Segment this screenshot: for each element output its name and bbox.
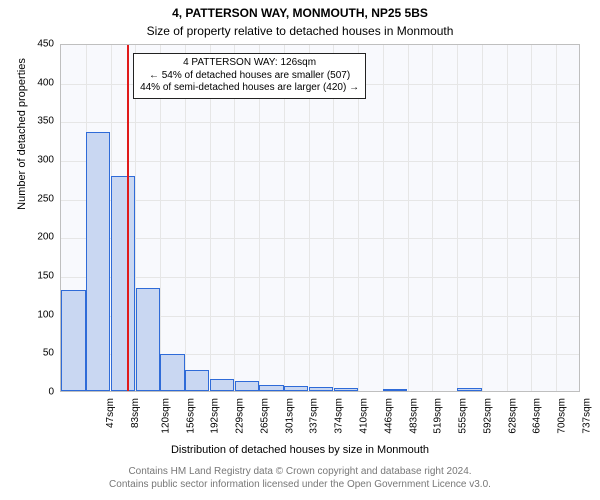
x-tick-label: 555sqm <box>458 398 469 434</box>
histogram-bar <box>111 176 135 391</box>
y-tick-label: 100 <box>30 309 54 320</box>
attribution-footer: Contains HM Land Registry data © Crown c… <box>0 466 600 491</box>
x-tick-label: 700sqm <box>557 398 568 434</box>
x-tick-label: 664sqm <box>532 398 543 434</box>
y-tick-label: 350 <box>30 116 54 127</box>
histogram-bar <box>309 387 333 391</box>
histogram-bar <box>284 386 308 391</box>
x-tick-label: 83sqm <box>130 398 141 428</box>
histogram-bar <box>136 288 160 391</box>
x-tick-label: 446sqm <box>383 398 394 434</box>
x-axis-label: Distribution of detached houses by size … <box>0 444 600 456</box>
gridline-h <box>61 238 579 239</box>
gridline-v <box>507 45 508 391</box>
chart-plot-area: 4 PATTERSON WAY: 126sqm← 54% of detached… <box>60 44 580 392</box>
y-tick-label: 0 <box>30 387 54 398</box>
x-tick-label: 483sqm <box>408 398 419 434</box>
gridline-h <box>61 161 579 162</box>
y-tick-label: 150 <box>30 271 54 282</box>
gridline-v <box>531 45 532 391</box>
histogram-bar <box>210 379 234 391</box>
footer-line-1: Contains HM Land Registry data © Crown c… <box>0 466 600 479</box>
histogram-bar <box>86 132 110 391</box>
x-tick-label: 737sqm <box>581 398 592 434</box>
page-title: 4, PATTERSON WAY, MONMOUTH, NP25 5BS <box>0 6 600 20</box>
y-tick-label: 450 <box>30 39 54 50</box>
histogram-bar <box>160 354 184 391</box>
histogram-bar <box>61 290 85 391</box>
gridline-v <box>408 45 409 391</box>
histogram-bar <box>457 388 481 391</box>
x-tick-label: 628sqm <box>507 398 518 434</box>
gridline-v <box>432 45 433 391</box>
y-tick-label: 400 <box>30 77 54 88</box>
gridline-v <box>482 45 483 391</box>
y-tick-label: 200 <box>30 232 54 243</box>
x-tick-label: 301sqm <box>284 398 295 434</box>
gridline-h <box>61 200 579 201</box>
gridline-h <box>61 277 579 278</box>
y-tick-label: 250 <box>30 193 54 204</box>
y-axis-label: Number of detached properties <box>16 0 28 308</box>
x-tick-label: 47sqm <box>105 398 116 428</box>
x-tick-label: 337sqm <box>309 398 320 434</box>
gridline-v <box>383 45 384 391</box>
marker-line <box>127 45 129 391</box>
annotation-line: 4 PATTERSON WAY: 126sqm <box>140 57 359 70</box>
x-tick-label: 156sqm <box>185 398 196 434</box>
y-tick-label: 50 <box>30 348 54 359</box>
histogram-bar <box>235 381 259 391</box>
chart-subtitle: Size of property relative to detached ho… <box>0 24 600 38</box>
x-tick-label: 120sqm <box>160 398 171 434</box>
annotation-line: 44% of semi-detached houses are larger (… <box>140 82 359 95</box>
footer-line-2: Contains public sector information licen… <box>0 479 600 492</box>
y-tick-label: 300 <box>30 155 54 166</box>
gridline-v <box>556 45 557 391</box>
x-tick-label: 374sqm <box>334 398 345 434</box>
histogram-bar <box>259 385 283 391</box>
histogram-bar <box>334 388 358 391</box>
x-tick-label: 519sqm <box>433 398 444 434</box>
histogram-bar <box>185 370 209 391</box>
x-tick-label: 410sqm <box>359 398 370 434</box>
x-tick-label: 265sqm <box>260 398 271 434</box>
x-tick-label: 229sqm <box>235 398 246 434</box>
annotation-box: 4 PATTERSON WAY: 126sqm← 54% of detached… <box>133 53 366 99</box>
gridline-h <box>61 122 579 123</box>
annotation-line: ← 54% of detached houses are smaller (50… <box>140 70 359 83</box>
x-tick-label: 592sqm <box>482 398 493 434</box>
gridline-v <box>457 45 458 391</box>
x-tick-label: 192sqm <box>210 398 221 434</box>
histogram-bar <box>383 389 407 391</box>
